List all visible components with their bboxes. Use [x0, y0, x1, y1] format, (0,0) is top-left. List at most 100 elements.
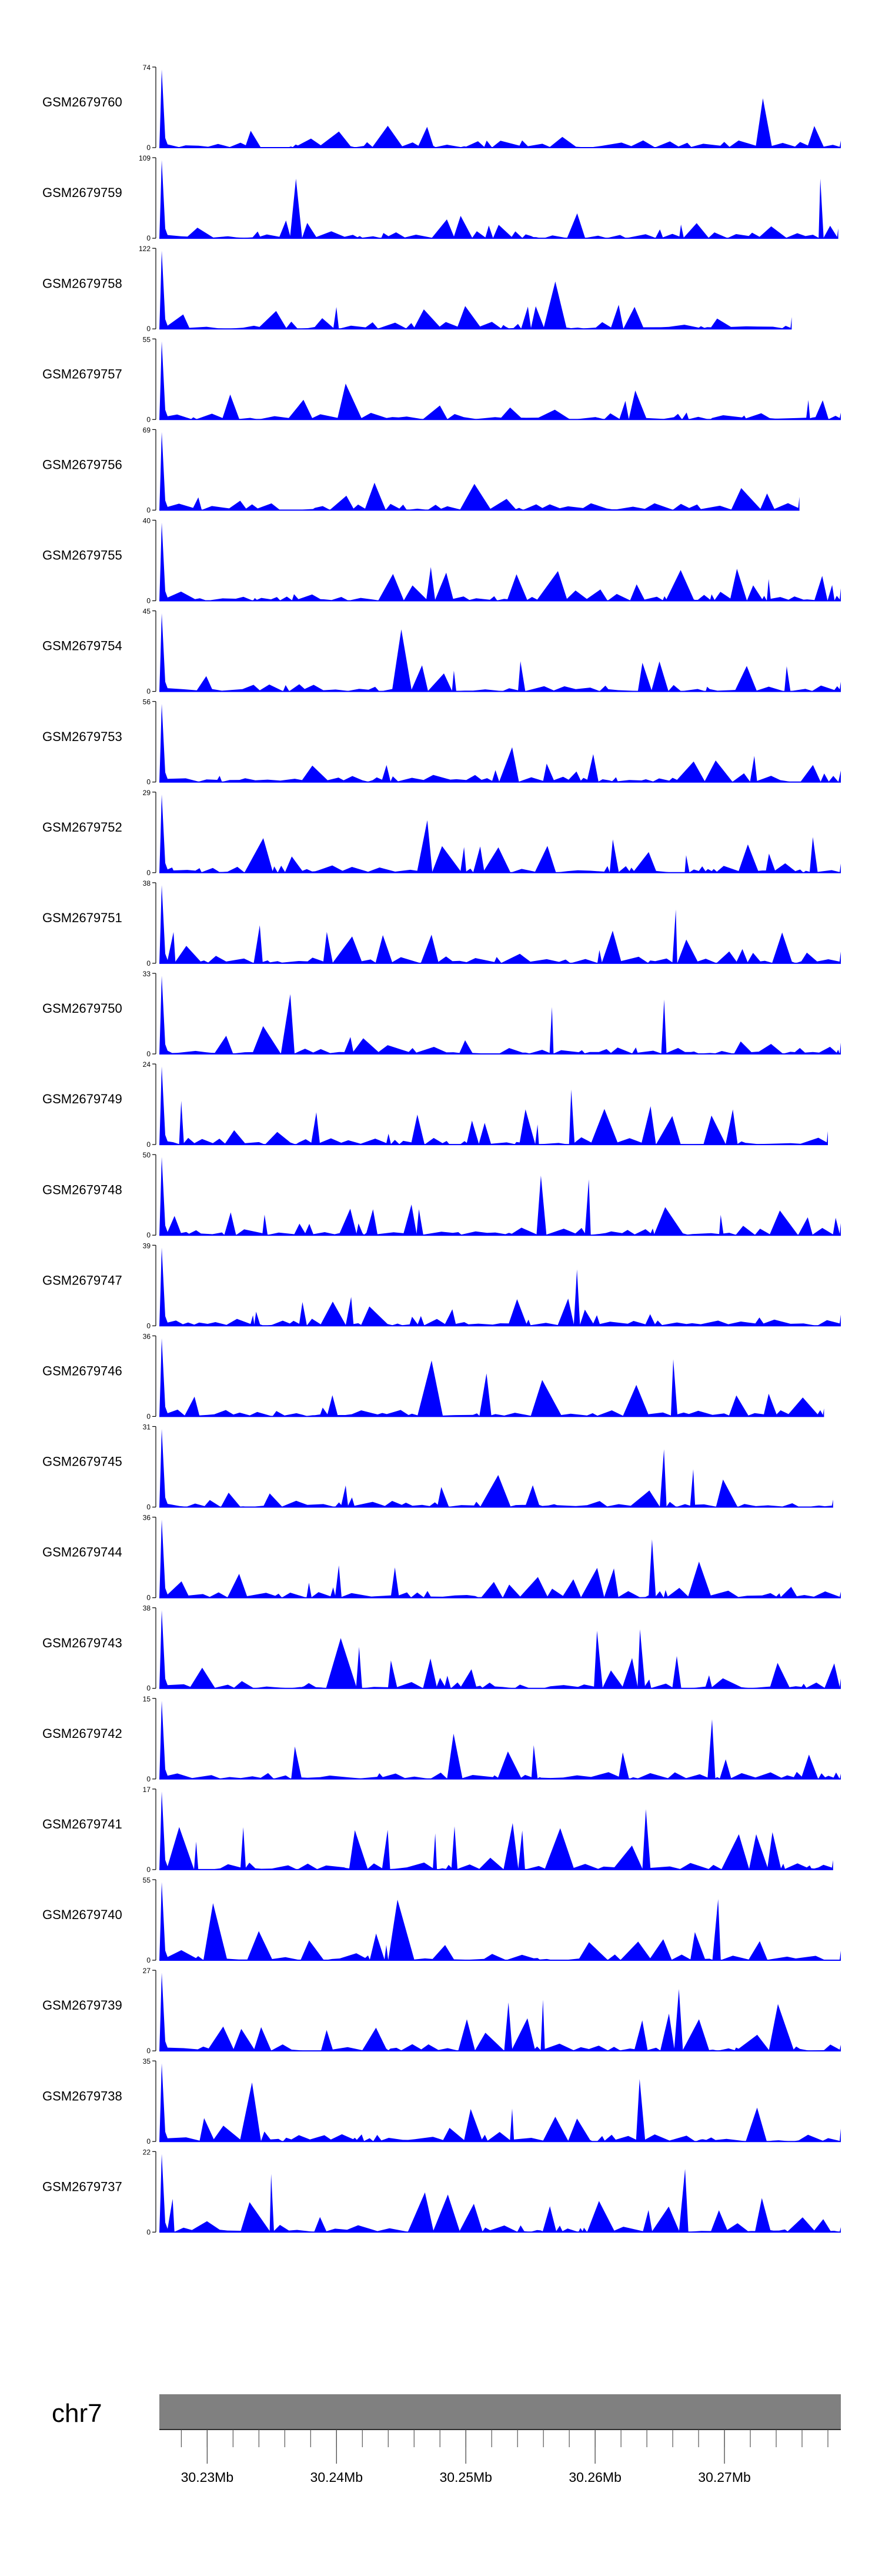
y-axis-max-label: 22 — [143, 2148, 151, 2156]
y-axis-max-label: 39 — [143, 1242, 151, 1250]
coverage-area — [159, 1247, 841, 1326]
track-label: GSM2679757 — [42, 366, 122, 381]
track-label: GSM2679741 — [42, 1817, 122, 1831]
y-axis-max-label: 50 — [143, 1151, 151, 1159]
track-GSM2679759: GSM2679759 109 0 — [42, 154, 838, 242]
coverage-area — [159, 703, 841, 782]
track-label: GSM2679742 — [42, 1726, 122, 1741]
track-GSM2679744: GSM2679744 36 0 — [42, 1514, 841, 1602]
track-GSM2679752: GSM2679752 29 0 — [42, 789, 841, 877]
track-GSM2679742: GSM2679742 15 0 — [42, 1695, 841, 1783]
track-GSM2679750: GSM2679750 33 0 — [42, 970, 841, 1058]
track-GSM2679747: GSM2679747 39 0 — [42, 1242, 841, 1330]
track-label: GSM2679759 — [42, 185, 122, 200]
y-axis-zero-label: 0 — [146, 234, 151, 242]
coverage-area — [159, 976, 841, 1054]
track-label: GSM2679743 — [42, 1636, 122, 1650]
y-axis-zero-label: 0 — [146, 2047, 151, 2055]
coverage-area — [159, 1338, 824, 1417]
track-label: GSM2679739 — [42, 1998, 122, 2013]
y-axis-zero-label: 0 — [146, 144, 151, 152]
y-axis-zero-label: 0 — [146, 1503, 151, 1511]
coverage-area — [159, 2063, 841, 2142]
y-axis-zero-label: 0 — [146, 1775, 151, 1783]
coverage-area — [159, 794, 841, 873]
coverage-area — [159, 613, 841, 692]
y-axis-max-label: 45 — [143, 608, 151, 616]
x-tick-label: 30.25Mb — [439, 2470, 492, 2485]
track-label: GSM2679738 — [42, 2088, 122, 2103]
track-label: GSM2679756 — [42, 458, 122, 472]
track-label: GSM2679746 — [42, 1364, 122, 1379]
track-GSM2679739: GSM2679739 27 0 — [42, 1967, 841, 2055]
track-label: GSM2679740 — [42, 1907, 122, 1922]
coverage-area — [159, 1973, 841, 2051]
y-axis-zero-label: 0 — [146, 1594, 151, 1602]
y-axis-zero-label: 0 — [146, 1956, 151, 1964]
track-label: GSM2679760 — [42, 95, 122, 109]
track-label: GSM2679737 — [42, 2179, 122, 2194]
track-label: GSM2679744 — [42, 1545, 122, 1560]
y-axis-max-label: 74 — [143, 64, 151, 72]
x-tick-label: 30.27Mb — [698, 2470, 751, 2485]
track-GSM2679738: GSM2679738 35 0 — [42, 2057, 841, 2145]
track-label: GSM2679749 — [42, 1092, 122, 1106]
y-axis-max-label: 69 — [143, 426, 151, 434]
y-axis-max-label: 35 — [143, 2057, 151, 2066]
y-axis-zero-label: 0 — [146, 506, 151, 514]
coverage-area — [159, 1700, 841, 1779]
track-GSM2679751: GSM2679751 38 0 — [42, 879, 841, 967]
y-axis-max-label: 15 — [143, 1695, 151, 1703]
track-label: GSM2679747 — [42, 1273, 122, 1287]
y-axis-max-label: 36 — [143, 1514, 151, 1522]
y-axis-max-label: 56 — [143, 698, 151, 706]
track-GSM2679749: GSM2679749 24 0 — [42, 1060, 828, 1149]
y-axis-zero-label: 0 — [146, 688, 151, 696]
y-axis-zero-label: 0 — [146, 1322, 151, 1330]
y-axis-zero-label: 0 — [146, 869, 151, 877]
y-axis-max-label: 31 — [143, 1423, 151, 1432]
y-axis-max-label: 38 — [143, 879, 151, 887]
coverage-area — [159, 2154, 841, 2233]
y-axis-max-label: 38 — [143, 1604, 151, 1613]
track-GSM2679755: GSM2679755 40 0 — [42, 517, 841, 605]
y-axis-zero-label: 0 — [146, 1866, 151, 1874]
y-axis-zero-label: 0 — [146, 325, 151, 333]
coverage-area — [159, 1791, 833, 1870]
y-axis-zero-label: 0 — [146, 1231, 151, 1239]
y-axis-zero-label: 0 — [146, 2137, 151, 2145]
chromosome-label: chr7 — [52, 2399, 102, 2428]
coverage-area — [159, 341, 841, 420]
x-tick-label: 30.24Mb — [310, 2470, 363, 2485]
y-axis-zero-label: 0 — [146, 1140, 151, 1149]
coverage-area — [159, 1066, 828, 1145]
coverage-area — [159, 1519, 841, 1598]
coverage-area — [159, 1882, 841, 1960]
major-ticks: 30.23Mb 30.24Mb 30.25Mb 30.26Mb 30.27Mb — [181, 2430, 751, 2485]
track-GSM2679737: GSM2679737 22 0 — [42, 2148, 841, 2236]
coverage-area — [159, 1610, 841, 1689]
coverage-area — [159, 885, 841, 963]
x-tick-label: 30.23Mb — [181, 2470, 234, 2485]
y-axis-zero-label: 0 — [146, 778, 151, 786]
track-label: GSM2679751 — [42, 910, 122, 925]
track-label: GSM2679750 — [42, 1001, 122, 1016]
y-axis-zero-label: 0 — [146, 1684, 151, 1693]
tracks-layer: GSM2679760 74 0 GSM2679759 109 0 GSM2679758 122… — [42, 64, 841, 2236]
track-GSM2679753: GSM2679753 56 0 — [42, 698, 841, 786]
track-GSM2679743: GSM2679743 38 0 — [42, 1604, 841, 1693]
track-label: GSM2679754 — [42, 639, 122, 653]
y-axis-zero-label: 0 — [146, 415, 151, 423]
y-axis-zero-label: 0 — [146, 2228, 151, 2236]
y-axis-max-label: 27 — [143, 1967, 151, 1975]
coverage-area — [159, 1429, 833, 1507]
track-GSM2679745: GSM2679745 31 0 — [42, 1423, 833, 1511]
coverage-area — [159, 522, 841, 601]
y-axis-max-label: 29 — [143, 789, 151, 797]
minor-ticks — [181, 2430, 828, 2447]
track-GSM2679741: GSM2679741 17 0 — [42, 1786, 833, 1874]
y-axis-max-label: 33 — [143, 970, 151, 978]
chromosome-ideogram-bar — [159, 2394, 841, 2430]
track-GSM2679754: GSM2679754 45 0 — [42, 608, 841, 696]
y-axis-max-label: 122 — [139, 245, 151, 253]
